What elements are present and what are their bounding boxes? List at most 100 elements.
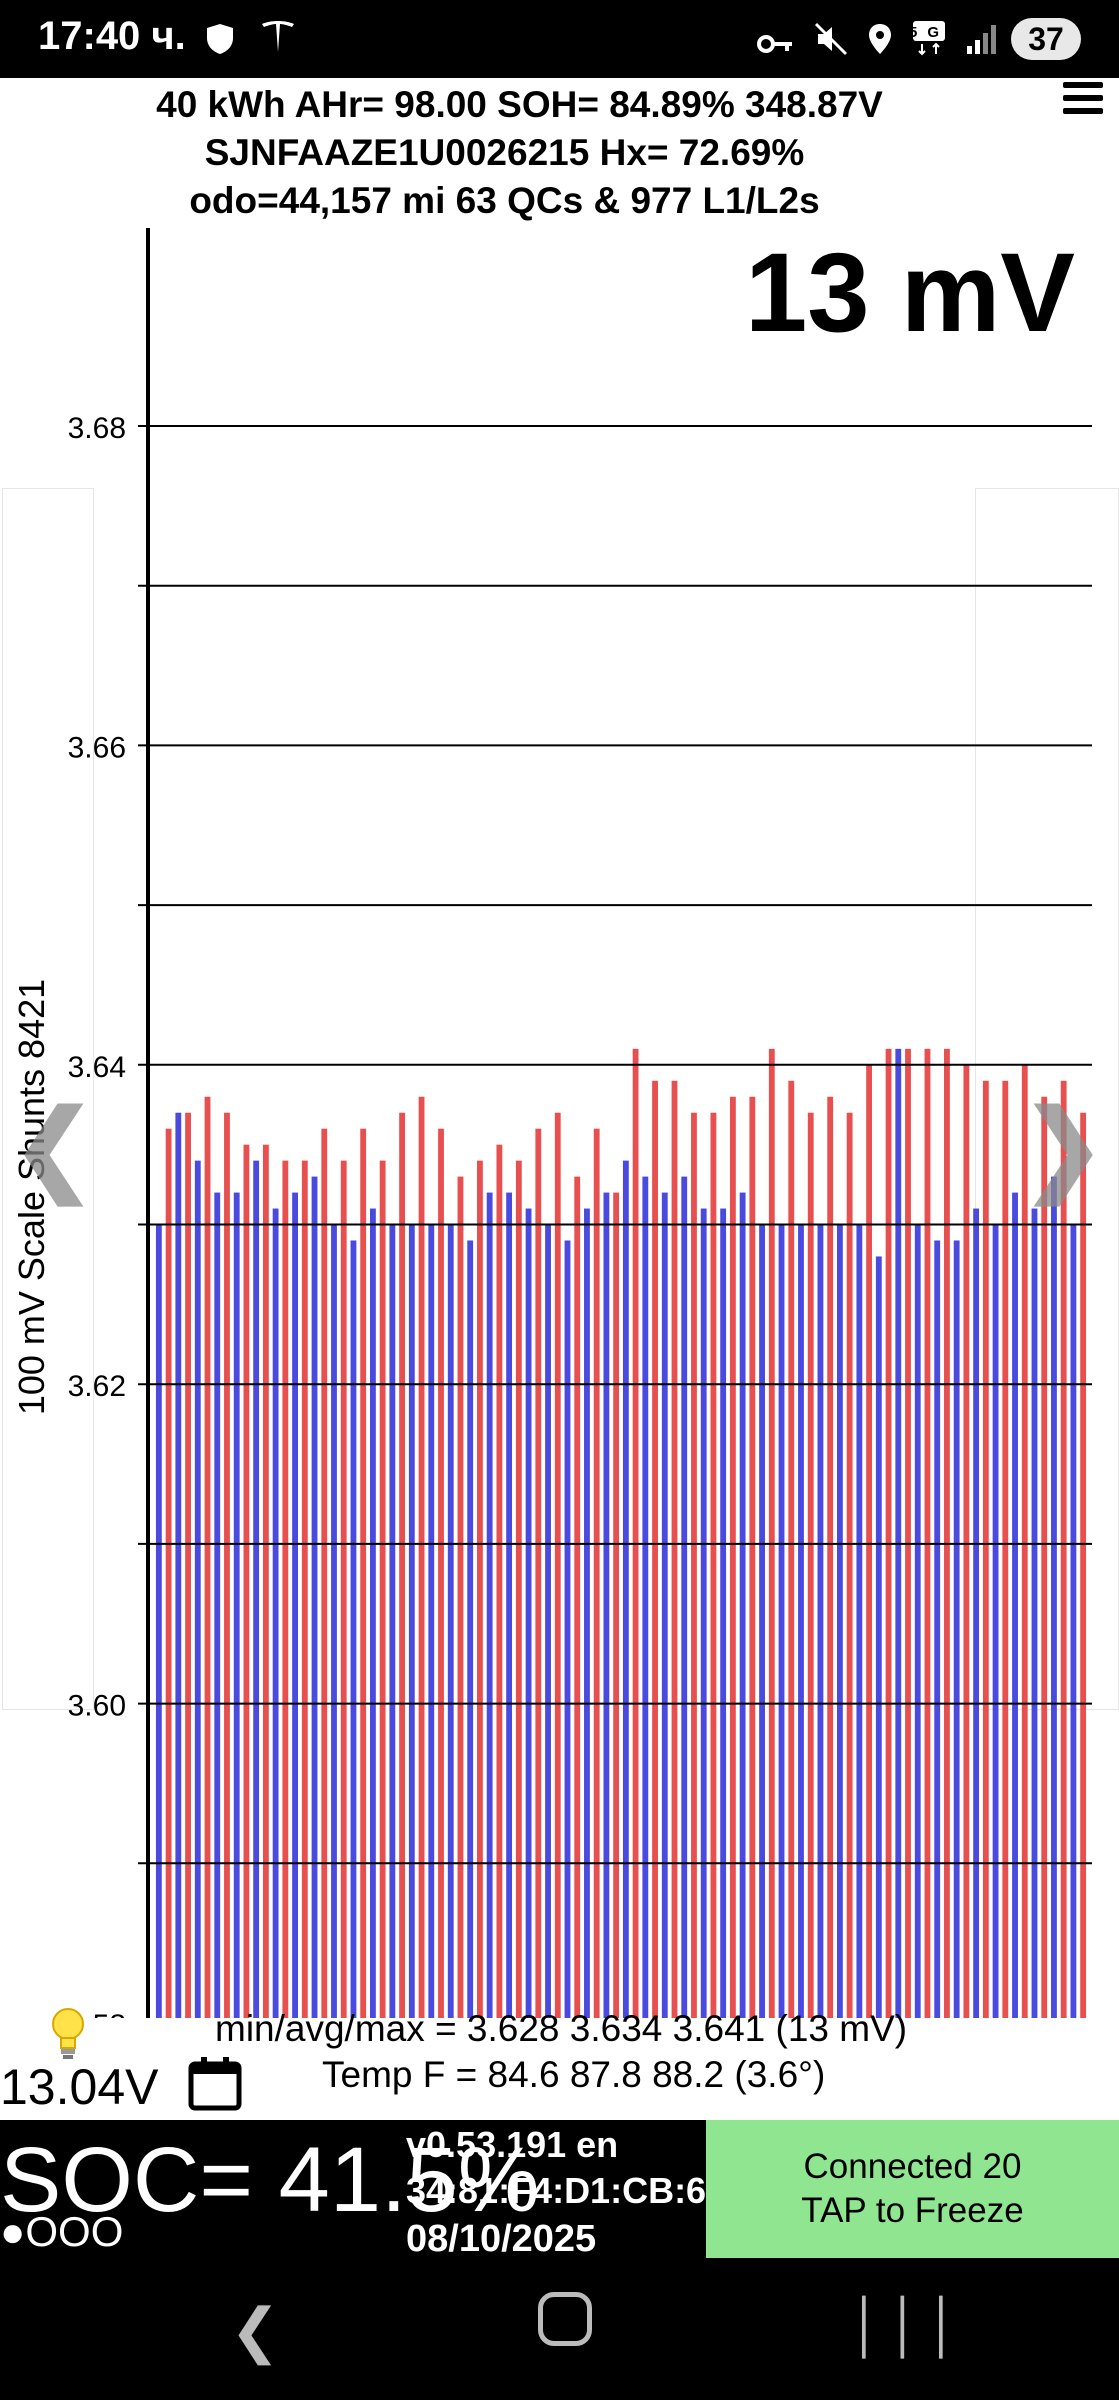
key-icon: [757, 35, 793, 53]
cell-bar-46: [593, 1128, 600, 2018]
state-of-charge: SOC= 41.5%: [0, 2129, 540, 2231]
y-tick-label: 3.60: [68, 1690, 126, 1723]
cell-bar-62: [749, 1096, 756, 2018]
tesla-logo-icon: [262, 21, 295, 52]
cell-bar-2: [165, 1128, 172, 2018]
cell-bar-19: [331, 1224, 337, 2018]
next-screen-arrow[interactable]: ❯: [1021, 1091, 1105, 1203]
cell-bar-7: [214, 1192, 221, 2018]
cell-bar-82: [944, 1048, 950, 2018]
cell-bar-31: [447, 1224, 454, 2018]
temperature-stats: Temp F = 84.6 87.8 88.2 (3.6°): [322, 2054, 826, 2095]
cell-bar-16: [301, 1160, 308, 2018]
cell-bar-66: [788, 1080, 795, 2018]
cell-bar-53: [661, 1192, 668, 2018]
5g-icon: 5G: [909, 21, 946, 56]
cell-bar-45: [584, 1208, 590, 2018]
cell-bar-72: [846, 1112, 853, 2018]
cell-bar-55: [681, 1176, 688, 2018]
cell-bar-20: [340, 1160, 347, 2018]
app-screen[interactable]: 40 kWh AHr= 98.00 SOH= 84.89% 348.87V SJ…: [0, 78, 1119, 2120]
y-tick-label: 3.64: [68, 1051, 126, 1084]
home-button[interactable]: [538, 2292, 592, 2346]
lightbulb-icon[interactable]: [48, 2006, 88, 2062]
cell-bar-28: [418, 1096, 425, 2018]
cell-bar-24: [379, 1160, 386, 2018]
cell-bar-49: [622, 1160, 629, 2018]
cell-bar-44: [574, 1176, 581, 2018]
cell-bar-47: [603, 1192, 610, 2018]
cell-bar-88: [1002, 1080, 1009, 2018]
connection-freeze-button[interactable]: Connected 20 TAP to Freeze: [706, 2120, 1119, 2258]
current-date: 08/10/2025: [406, 2218, 597, 2260]
cell-bar-51: [642, 1176, 649, 2018]
cell-voltage-chart[interactable]: 3.583.603.623.643.663.681102030405060708…: [0, 228, 1119, 2018]
shield-icon: [207, 24, 233, 54]
status-bar: 17:40 ч. 5G 37: [0, 0, 1119, 78]
cell-bar-15: [292, 1192, 298, 2018]
cell-bar-25: [389, 1224, 396, 2018]
cell-bar-73: [856, 1224, 863, 2018]
svg-text:5G: 5G: [912, 24, 946, 41]
signal-icon: [967, 25, 996, 54]
hamburger-menu-icon[interactable]: [1063, 82, 1103, 118]
cell-bar-5: [194, 1160, 201, 2018]
cell-bar-94: [1060, 1080, 1067, 2018]
cell-bar-13: [272, 1208, 279, 2018]
cell-bar-76: [885, 1048, 892, 2018]
prev-page-area[interactable]: [2, 488, 94, 1710]
cell-bar-71: [836, 1224, 843, 2018]
cell-bar-52: [652, 1080, 658, 2018]
calendar-icon[interactable]: [188, 2056, 242, 2112]
cell-bar-32: [457, 1176, 464, 2018]
cell-bar-80: [924, 1048, 931, 2018]
cell-bar-38: [515, 1160, 522, 2018]
prev-screen-arrow[interactable]: ❮: [12, 1091, 96, 1203]
cell-bar-69: [817, 1224, 824, 2018]
cell-bar-26: [399, 1112, 406, 2018]
cell-bar-67: [798, 1224, 804, 2018]
cell-bar-41: [545, 1224, 551, 2018]
cell-bar-96: [1080, 1112, 1087, 2018]
recent-apps-button[interactable]: │││: [850, 2297, 966, 2355]
status-right-icons: 5G: [757, 20, 999, 64]
voltage-stats: min/avg/max = 3.628 3.634 3.641 (13 mV): [215, 2008, 908, 2049]
location-icon: [869, 24, 892, 54]
back-button[interactable]: ❮: [230, 2297, 281, 2364]
cell-bar-33: [467, 1240, 474, 2018]
cell-bar-56: [691, 1112, 697, 2018]
cell-bar-35: [486, 1192, 493, 2018]
app-version: v0.53.191 en: [406, 2124, 619, 2165]
cell-bar-42: [554, 1112, 561, 2018]
cell-bar-83: [953, 1240, 960, 2018]
cell-bar-1: [155, 1224, 162, 2018]
header-odometer-info: odo=44,157 mi 63 QCs & 977 L1/L2s: [189, 180, 820, 221]
cell-bar-74: [866, 1064, 873, 2018]
cell-bar-18: [321, 1128, 328, 2018]
cell-bar-6: [204, 1096, 211, 2018]
cell-bar-40: [535, 1128, 542, 2018]
cell-bar-21: [350, 1240, 357, 2018]
y-tick-label: 3.58: [68, 2009, 126, 2018]
cell-bar-93: [1051, 1176, 1057, 2018]
cell-bar-59: [720, 1208, 727, 2018]
cell-bar-23: [369, 1208, 376, 2018]
cell-bar-75: [875, 1256, 882, 2018]
freeze-hint: TAP to Freeze: [801, 2191, 1024, 2230]
cell-bar-36: [496, 1144, 503, 2018]
cell-bar-50: [632, 1048, 639, 2018]
mute-icon: [815, 22, 848, 56]
cell-bar-64: [768, 1048, 775, 2018]
header-battery-info: 40 kWh AHr= 98.00 SOH= 84.89% 348.87V: [156, 84, 883, 125]
cell-bar-9: [233, 1192, 240, 2018]
cell-bar-81: [934, 1240, 941, 2018]
cell-bar-17: [311, 1176, 318, 2018]
status-time: 17:40 ч.: [38, 14, 186, 58]
cell-bar-57: [700, 1208, 707, 2018]
aux-battery-voltage: 13.04V: [0, 2059, 159, 2115]
battery-indicator: 37: [1011, 18, 1081, 60]
cell-bar-60: [729, 1096, 736, 2018]
system-nav-bar: ❮ │││: [0, 2262, 1119, 2400]
cell-bar-4: [185, 1112, 191, 2018]
cell-bar-65: [778, 1224, 785, 2018]
